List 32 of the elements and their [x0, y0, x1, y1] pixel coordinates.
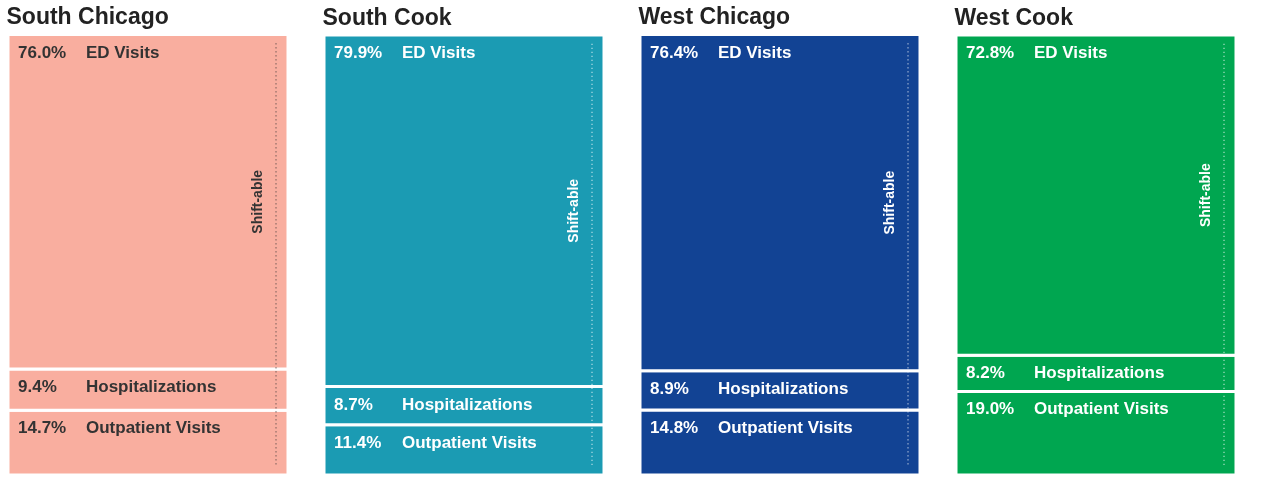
data-label: 14.7% [18, 418, 67, 438]
data-label: 72.8% [966, 43, 1015, 62]
chart-title: South Chicago [6, 3, 169, 30]
data-label: 8.7% [334, 394, 373, 414]
annotation: Shift-able [565, 178, 581, 243]
series-label: ED Visits [402, 43, 476, 62]
data-label: 8.2% [966, 363, 1005, 383]
chart-title: South Cook [322, 3, 452, 30]
data-label: 9.4% [18, 376, 57, 396]
data-label: 79.9% [334, 43, 383, 62]
series-label: Outpatient Visits [1034, 399, 1169, 419]
annotation: Shift-able [249, 169, 265, 234]
data-label: 76.0% [18, 42, 67, 62]
data-label: 76.4% [650, 42, 699, 62]
data-label: 19.0% [966, 399, 1015, 419]
chart-title: West Cook [954, 3, 1074, 30]
series-label: Hospitalizations [86, 376, 217, 396]
series-label: Hospitalizations [1034, 363, 1165, 383]
series-label: ED Visits [718, 42, 792, 62]
annotation: Shift-able [1197, 163, 1213, 228]
series-label: ED Visits [86, 42, 160, 62]
data-label: 11.4% [334, 432, 382, 452]
chart-title: West Chicago [638, 3, 791, 30]
series-label: Hospitalizations [402, 394, 533, 414]
annotation: Shift-able [881, 170, 897, 235]
series-label: Hospitalizations [718, 378, 849, 398]
series-label: ED Visits [1034, 43, 1108, 62]
series-label: Outpatient Visits [86, 418, 221, 438]
series-label: Outpatient Visits [718, 417, 853, 437]
data-label: 14.8% [650, 417, 699, 437]
data-label: 8.9% [650, 378, 689, 398]
series-label: Outpatient Visits [402, 432, 537, 452]
